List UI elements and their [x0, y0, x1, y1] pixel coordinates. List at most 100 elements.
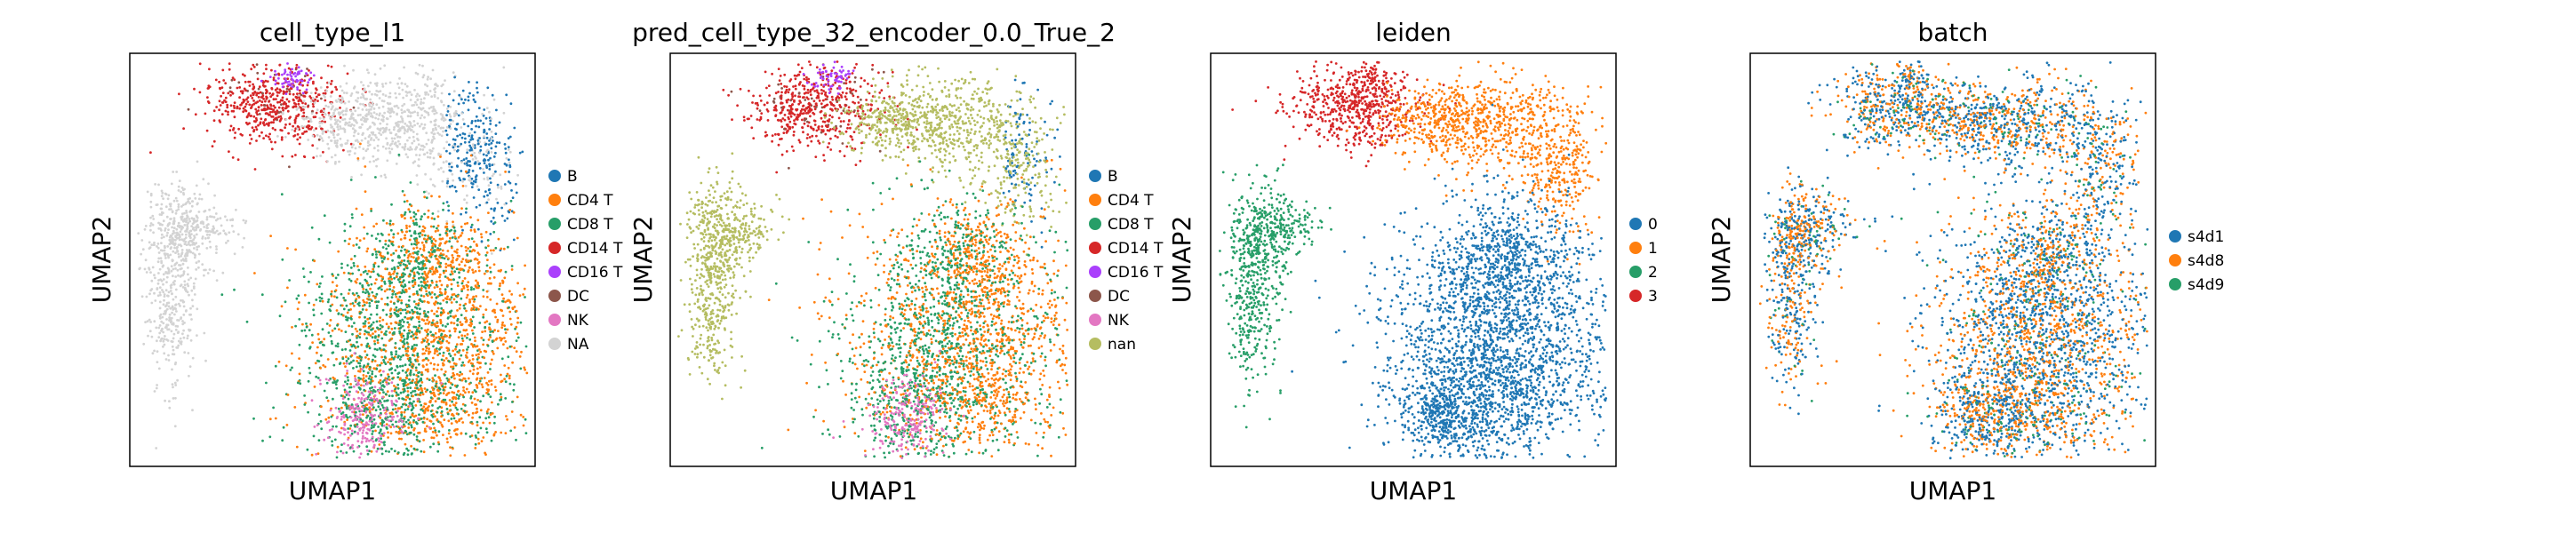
scatter-point [427, 139, 430, 141]
scatter-point [432, 156, 436, 160]
scatter-point [440, 415, 443, 418]
scatter-point [415, 378, 419, 381]
scatter-point [485, 296, 489, 298]
scatter-point [393, 276, 396, 280]
scatter-point [400, 259, 404, 262]
scatter-point [433, 302, 436, 305]
scatter-point [459, 370, 462, 374]
scatter-point [207, 84, 211, 88]
scatter-point [404, 381, 407, 384]
scatter-point [494, 123, 498, 127]
scatter-point [161, 289, 164, 291]
scatter-point [319, 354, 323, 357]
scatter-point [478, 151, 481, 155]
scatter-point [483, 130, 486, 133]
scatter-point [262, 72, 266, 76]
scatter-point [177, 274, 180, 277]
scatter-point [440, 311, 443, 314]
scatter-point [224, 82, 228, 85]
scatter-point [375, 292, 379, 296]
scatter-point [403, 102, 406, 106]
scatter-point [177, 189, 180, 192]
scatter-point [512, 211, 516, 214]
scatter-point [273, 110, 276, 114]
scatter-point [464, 354, 468, 357]
scatter-point [406, 349, 410, 353]
scatter-point [325, 381, 329, 385]
scatter-point [367, 322, 371, 324]
scatter-point [272, 406, 275, 410]
scatter-point [365, 113, 369, 116]
scatter-point [483, 108, 486, 111]
scatter-point [356, 157, 360, 160]
scatter-point [308, 366, 311, 370]
scatter-point [388, 378, 391, 381]
scatter-point [285, 104, 288, 107]
scatter-point [406, 310, 409, 314]
scatter-point [483, 377, 486, 379]
scatter-point [316, 99, 319, 102]
scatter-point [468, 237, 470, 241]
scatter-point [290, 87, 293, 91]
scatter-point [420, 327, 423, 330]
scatter-point [412, 293, 415, 296]
scatter-point [440, 358, 444, 362]
scatter-point [461, 421, 465, 424]
scatter-point [478, 167, 482, 170]
scatter-point [415, 435, 419, 438]
scatter-point [162, 345, 164, 348]
scatter-point [252, 129, 256, 131]
scatter-point [386, 296, 389, 299]
scatter-point [395, 275, 398, 279]
scatter-point [423, 212, 426, 216]
scatter-point [260, 96, 264, 99]
scatter-point [246, 123, 249, 126]
scatter-point [500, 206, 503, 210]
scatter-point [452, 179, 455, 182]
scatter-point [252, 93, 255, 96]
scatter-point [487, 143, 491, 147]
scatter-point [487, 198, 490, 202]
scatter-point [184, 203, 188, 206]
scatter-point [163, 249, 166, 252]
scatter-point [448, 330, 452, 333]
scatter-point [164, 305, 167, 308]
scatter-point [485, 381, 488, 385]
scatter-point [313, 101, 316, 105]
scatter-point [280, 129, 284, 132]
scatter-point [292, 98, 295, 101]
scatter-point [321, 113, 324, 116]
scatter-point [513, 346, 516, 349]
scatter-point [464, 316, 468, 320]
scatter-point [300, 93, 303, 97]
scatter-point [395, 249, 397, 252]
scatter-point [485, 164, 488, 168]
scatter-point [360, 173, 363, 177]
scatter-point [339, 85, 342, 88]
scatter-point [504, 151, 508, 155]
scatter-point [316, 133, 319, 137]
scatter-point [377, 149, 380, 152]
scatter-point [438, 265, 441, 268]
scatter-point [348, 349, 352, 352]
scatter-point [341, 109, 345, 113]
scatter-point [441, 256, 444, 259]
scatter-point [356, 278, 359, 281]
scatter-point [346, 141, 348, 145]
scatter-point [374, 335, 377, 338]
scatter-point [423, 115, 426, 119]
scatter-point [164, 358, 168, 361]
scatter-point [332, 105, 334, 107]
scatter-point [154, 276, 156, 280]
scatter-point [383, 303, 387, 306]
scatter-point [485, 290, 489, 293]
scatter-point [160, 233, 164, 236]
scatter-point [393, 308, 396, 311]
scatter-point [436, 227, 438, 230]
scatter-point [169, 234, 172, 237]
scatter-point [362, 103, 364, 106]
scatter-point [276, 135, 279, 138]
scatter-point [232, 230, 236, 233]
scatter-point [466, 148, 469, 152]
scatter-point [353, 264, 356, 267]
